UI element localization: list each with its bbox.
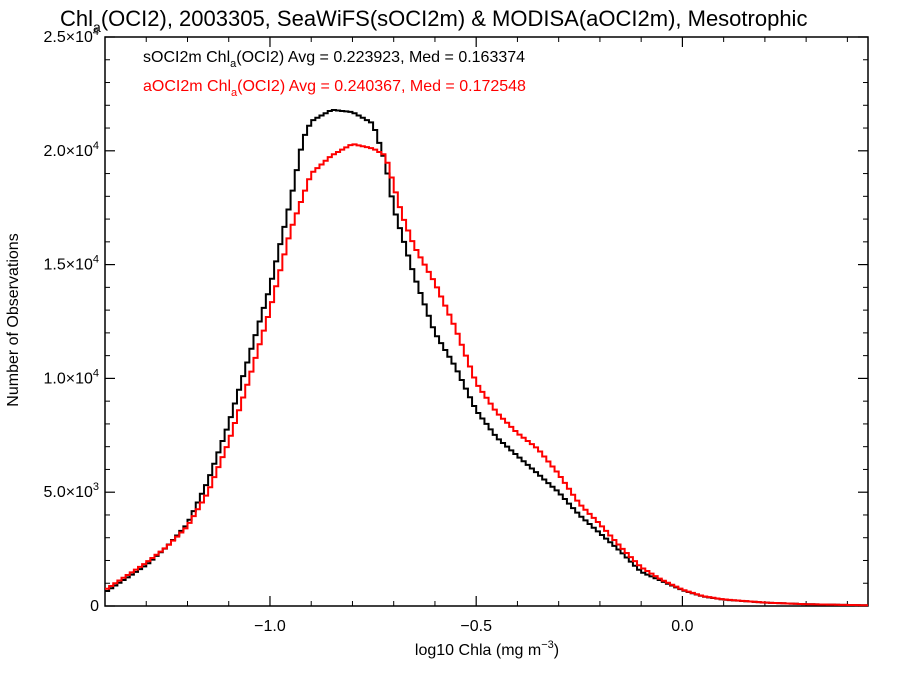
y-axis-label: Number of Observations (5, 233, 22, 406)
y-tick-label: 2.0×104 (43, 140, 99, 160)
series-layer (105, 109, 868, 607)
series-line-aOCI2m (105, 143, 868, 607)
plot-frame (104, 36, 869, 607)
y-tick-label: 5.0×103 (43, 481, 99, 501)
chart-title: Chla(OCI2), 2003305, SeaWiFS(sOCI2m) & M… (60, 6, 807, 35)
x-tick-label: −1.0 (254, 618, 286, 635)
legend-entry-sOCI2m: sOCI2m Chla(OCI2) Avg = 0.223923, Med = … (143, 49, 525, 70)
x-tick-label: −0.5 (460, 618, 492, 635)
y-tick-label: 2.5×104 (43, 26, 99, 46)
x-tick-label: 0.0 (671, 618, 693, 635)
y-tick-label: 0 (90, 598, 99, 615)
x-axis-label: log10 Chla (mg m−3) (415, 639, 559, 659)
legend-entry-aOCI2m: aOCI2m Chla(OCI2) Avg = 0.240367, Med = … (143, 78, 526, 99)
y-tick-label: 1.5×104 (43, 254, 99, 274)
y-axis: 0 5.0×103 1.0×104 1.5×104 2.0×104 2.5×104 (43, 26, 868, 615)
y-tick-label: 1.0×104 (43, 367, 99, 387)
